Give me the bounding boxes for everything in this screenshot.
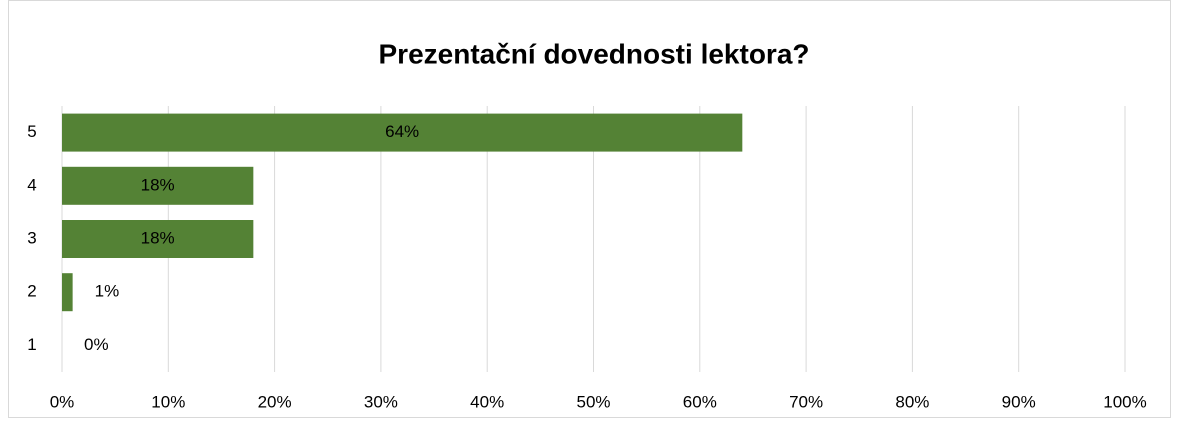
y-tick-label: 1 xyxy=(27,335,36,354)
y-tick-label: 2 xyxy=(27,282,36,301)
x-tick-label: 30% xyxy=(364,392,398,411)
x-tick-label: 40% xyxy=(470,392,504,411)
bar xyxy=(62,166,254,205)
x-tick-label: 0% xyxy=(50,392,75,411)
x-tick-label: 70% xyxy=(789,392,823,411)
x-tick-label: 60% xyxy=(683,392,717,411)
x-tick-label: 50% xyxy=(576,392,610,411)
data-label: 64% xyxy=(385,122,419,141)
bar xyxy=(62,113,743,152)
y-tick-label: 4 xyxy=(27,175,36,194)
data-label: 0% xyxy=(84,335,109,354)
chart-title: Prezentační dovednosti lektora? xyxy=(379,38,810,69)
x-tick-label: 90% xyxy=(1002,392,1036,411)
data-label: 18% xyxy=(141,175,175,194)
chart-border xyxy=(8,0,1171,418)
x-tick-label: 10% xyxy=(151,392,185,411)
data-label: 1% xyxy=(95,282,120,301)
bar xyxy=(62,273,73,312)
x-tick-label: 100% xyxy=(1103,392,1146,411)
x-tick-label: 20% xyxy=(258,392,292,411)
bar xyxy=(62,220,254,258)
y-tick-label: 3 xyxy=(27,228,36,247)
data-label: 18% xyxy=(141,228,175,247)
x-tick-label: 80% xyxy=(895,392,929,411)
y-tick-label: 5 xyxy=(27,122,36,141)
